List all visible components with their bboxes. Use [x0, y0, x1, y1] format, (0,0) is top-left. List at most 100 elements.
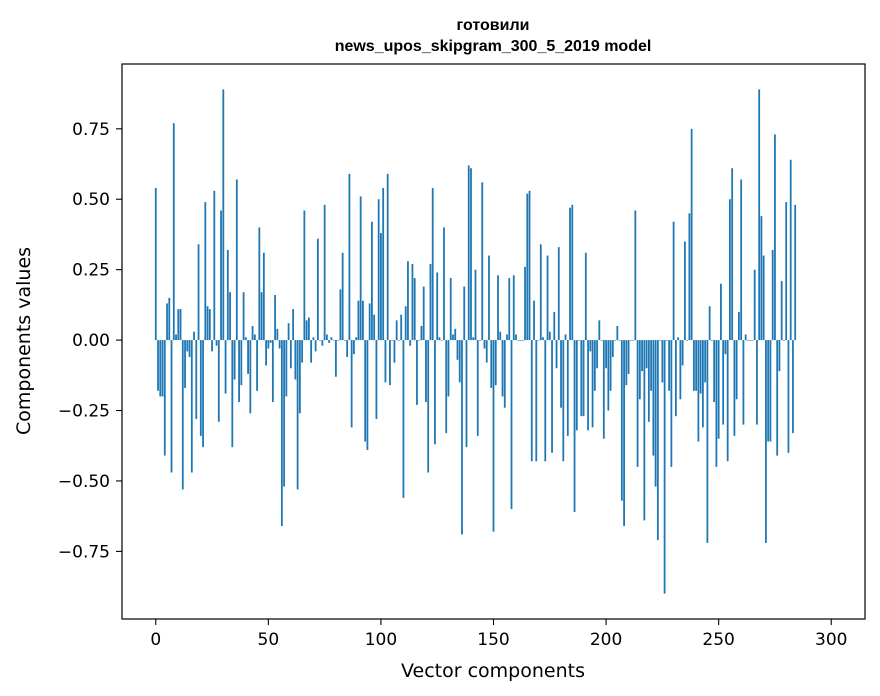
- bar-139: [467, 165, 470, 341]
- bar-219: [647, 340, 650, 422]
- bar-227: [665, 340, 668, 341]
- bar-174: [546, 255, 549, 341]
- bar-171: [539, 244, 542, 341]
- bar-175: [548, 331, 551, 341]
- bar-245: [706, 340, 709, 543]
- bar-155: [503, 340, 506, 408]
- bar-173: [544, 340, 547, 462]
- bar-78: [330, 337, 333, 341]
- bar-77: [328, 340, 331, 343]
- bar-93: [364, 340, 367, 442]
- bar-183: [566, 340, 569, 436]
- y-tick-label: −0.75: [58, 542, 110, 562]
- bar-series: [154, 89, 797, 594]
- bar-6: [168, 297, 171, 341]
- bar-255: [729, 199, 731, 341]
- bar-0: [154, 187, 157, 341]
- bar-150: [492, 340, 495, 532]
- bar-185: [571, 204, 574, 341]
- bar-45: [256, 340, 258, 391]
- bar-103: [386, 173, 389, 341]
- bar-197: [598, 320, 601, 341]
- bar-223: [656, 340, 659, 541]
- x-axis-ticks: 0 50 100 150 200 250 300: [150, 619, 847, 650]
- bar-218: [645, 340, 648, 369]
- bar-62: [294, 340, 297, 380]
- bar-137: [463, 286, 466, 341]
- bar-104: [389, 340, 391, 386]
- y-axis-ticks: −0.75 −0.50 −0.25 0.00 0.25 0.50 0.75: [58, 120, 122, 562]
- chart-title-line-2: news_upos_skipgram_300_5_2019 model: [335, 38, 652, 55]
- bar-15: [188, 340, 191, 357]
- bar-162: [519, 340, 522, 341]
- bar-209: [625, 340, 628, 386]
- bar-59: [287, 323, 290, 341]
- bar-58: [285, 340, 288, 397]
- bar-134: [456, 340, 459, 360]
- bar-9: [175, 334, 177, 341]
- bar-217: [643, 340, 646, 521]
- bar-274: [771, 249, 774, 341]
- bar-125: [436, 272, 439, 341]
- bar-38: [240, 340, 243, 386]
- bar-3: [161, 340, 164, 397]
- bar-121: [427, 340, 430, 473]
- bar-230: [672, 221, 675, 341]
- bar-97: [373, 314, 376, 341]
- bar-113: [409, 340, 412, 346]
- bar-210: [627, 340, 630, 374]
- bar-249: [715, 340, 718, 467]
- x-tick-label: 300: [815, 630, 847, 650]
- bar-60: [289, 340, 292, 369]
- bar-31: [224, 340, 227, 394]
- bar-159: [512, 275, 515, 341]
- bar-232: [677, 337, 680, 341]
- bar-250: [717, 340, 720, 439]
- bar-180: [560, 340, 562, 408]
- bar-7: [170, 340, 173, 473]
- bar-99: [377, 199, 380, 341]
- bar-94: [366, 340, 369, 450]
- bar-156: [506, 334, 508, 341]
- bar-157: [508, 278, 511, 341]
- bar-29: [220, 210, 222, 341]
- bar-37: [238, 340, 240, 403]
- bar-95: [368, 303, 371, 341]
- bar-187: [575, 340, 578, 431]
- bar-167: [530, 340, 533, 462]
- bar-12: [181, 340, 184, 490]
- bar-106: [393, 340, 396, 363]
- bar-119: [422, 286, 425, 341]
- bar-233: [679, 340, 682, 400]
- bar-235: [683, 241, 686, 341]
- bar-208: [623, 340, 625, 527]
- bar-206: [618, 340, 621, 341]
- bar-214: [636, 340, 639, 467]
- bar-27: [215, 340, 218, 346]
- y-tick-label: −0.50: [58, 472, 110, 492]
- bar-207: [620, 340, 623, 501]
- bar-177: [553, 311, 556, 341]
- bar-247: [711, 340, 713, 341]
- bar-64: [298, 340, 301, 414]
- bar-273: [769, 340, 772, 442]
- bar-278: [780, 280, 783, 341]
- bar-269: [760, 216, 763, 341]
- bar-154: [501, 340, 504, 397]
- bar-203: [611, 340, 614, 357]
- bar-194: [591, 340, 594, 428]
- bar-191: [584, 252, 587, 341]
- bar-87: [350, 340, 353, 428]
- bar-163: [521, 340, 524, 341]
- bar-34: [231, 340, 234, 448]
- bar-267: [756, 340, 758, 425]
- bar-23: [206, 306, 209, 341]
- bar-54: [276, 328, 279, 341]
- bar-276: [776, 340, 779, 456]
- bar-2: [159, 340, 162, 397]
- bar-165: [526, 193, 529, 341]
- y-tick-label: 0.25: [72, 261, 110, 281]
- bar-70: [312, 337, 315, 341]
- x-tick-label: 0: [150, 630, 161, 650]
- bar-91: [359, 196, 362, 341]
